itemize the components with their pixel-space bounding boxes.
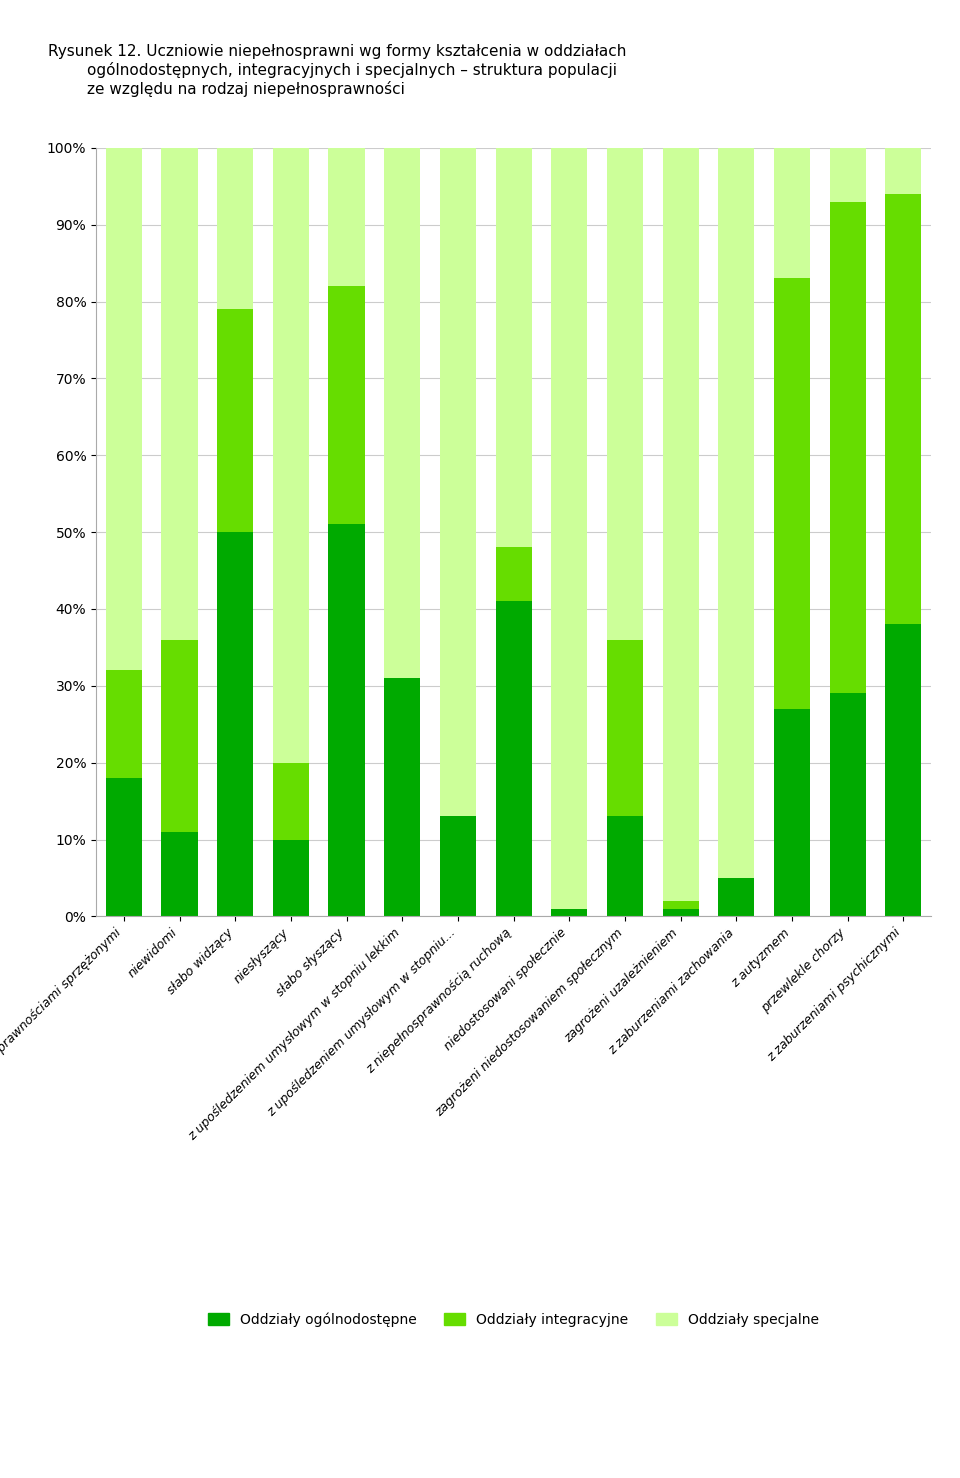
Bar: [662, 902, 699, 909]
Bar: [106, 148, 142, 671]
Bar: [829, 693, 866, 916]
Bar: [829, 201, 866, 693]
Bar: [273, 763, 309, 840]
Bar: [607, 148, 643, 640]
Bar: [328, 148, 365, 287]
Bar: [273, 148, 309, 763]
Bar: [384, 678, 420, 916]
Bar: [718, 878, 755, 916]
Bar: [384, 148, 420, 678]
Bar: [328, 525, 365, 916]
Bar: [217, 309, 253, 532]
Bar: [440, 148, 476, 816]
Bar: [106, 671, 142, 777]
Bar: [495, 148, 532, 547]
Bar: [551, 909, 588, 916]
Bar: [829, 148, 866, 201]
Bar: [217, 148, 253, 309]
Bar: [774, 148, 810, 278]
Bar: [607, 640, 643, 816]
Legend: Oddziały ogólnodostępne, Oddziały integracyjne, Oddziały specjalne: Oddziały ogólnodostępne, Oddziały integr…: [203, 1307, 825, 1332]
Bar: [328, 287, 365, 525]
Bar: [495, 602, 532, 916]
Bar: [885, 194, 922, 624]
Bar: [551, 148, 588, 909]
Bar: [161, 832, 198, 916]
Bar: [106, 777, 142, 916]
Bar: [495, 547, 532, 602]
Bar: [662, 909, 699, 916]
Bar: [885, 148, 922, 194]
Bar: [273, 840, 309, 916]
Text: Rysunek 12. Uczniowie niepełnosprawni wg formy kształcenia w oddziałach
        : Rysunek 12. Uczniowie niepełnosprawni wg…: [48, 44, 626, 96]
Bar: [217, 532, 253, 916]
Bar: [161, 640, 198, 832]
Bar: [607, 816, 643, 916]
Bar: [885, 624, 922, 916]
Bar: [774, 709, 810, 916]
Bar: [440, 816, 476, 916]
Bar: [718, 148, 755, 878]
Bar: [161, 148, 198, 640]
Bar: [774, 278, 810, 709]
Bar: [662, 148, 699, 902]
